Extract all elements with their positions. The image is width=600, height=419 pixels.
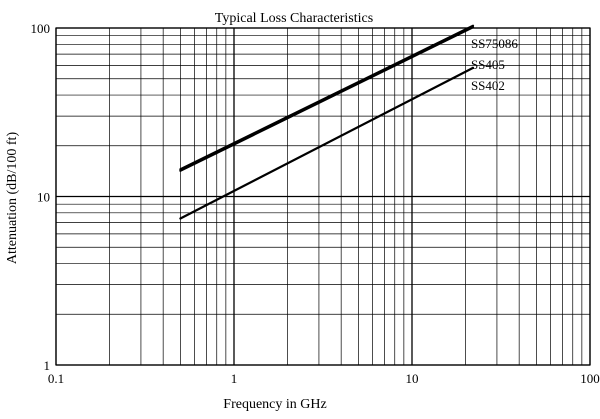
y-tick-label: 1 (44, 358, 51, 373)
x-tick-label: 1 (231, 371, 238, 386)
x-tick-label: 10 (406, 371, 419, 386)
grid (55, 27, 591, 366)
series-label: SS405 (471, 57, 505, 72)
y-tick-label: 10 (37, 190, 50, 205)
labels: Typical Loss Characteristics Frequency i… (5, 11, 600, 412)
x-axis-label: Frequency in GHz (223, 397, 326, 412)
series-lines (179, 24, 475, 220)
plot-frame (55, 27, 591, 366)
series-label: SS75086 (471, 36, 518, 51)
x-tick-label: 0.1 (48, 371, 64, 386)
series-line (179, 26, 475, 172)
x-tick-label: 100 (580, 371, 600, 386)
series-line (179, 24, 475, 171)
chart-title: Typical Loss Characteristics (215, 11, 373, 26)
y-tick-label: 100 (31, 21, 51, 36)
y-axis-label: Attenuation (dB/100 ft) (5, 132, 20, 265)
series-label: SS402 (471, 78, 505, 93)
series-line (179, 66, 475, 220)
